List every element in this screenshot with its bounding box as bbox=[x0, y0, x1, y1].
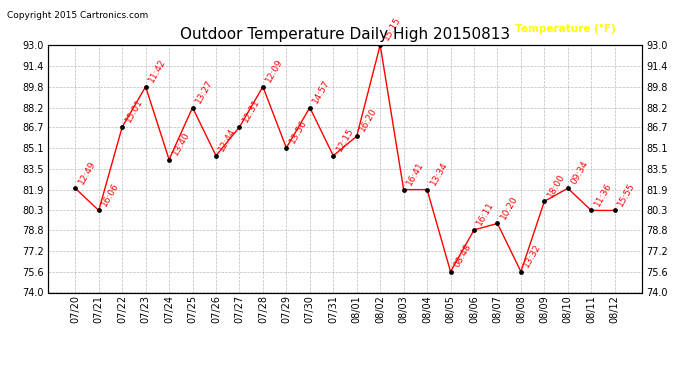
Point bbox=[422, 187, 433, 193]
Point bbox=[304, 105, 315, 111]
Text: 15:01: 15:01 bbox=[124, 98, 144, 124]
Text: 14:57: 14:57 bbox=[311, 78, 332, 105]
Point bbox=[164, 157, 175, 163]
Text: 12:44: 12:44 bbox=[217, 126, 238, 153]
Text: 15:55: 15:55 bbox=[616, 181, 637, 208]
Text: 09:34: 09:34 bbox=[569, 159, 590, 186]
Text: 16:06: 16:06 bbox=[100, 181, 121, 208]
Text: 13:56: 13:56 bbox=[288, 118, 308, 145]
Point bbox=[609, 207, 620, 213]
Point bbox=[328, 153, 339, 159]
Text: Temperature (°F): Temperature (°F) bbox=[515, 24, 616, 34]
Text: 11:36: 11:36 bbox=[593, 181, 613, 208]
Point bbox=[492, 220, 503, 226]
Point bbox=[234, 124, 245, 130]
Point bbox=[398, 187, 409, 193]
Point bbox=[210, 153, 221, 159]
Title: Outdoor Temperature Daily High 20150813: Outdoor Temperature Daily High 20150813 bbox=[180, 27, 510, 42]
Point bbox=[469, 227, 480, 233]
Point bbox=[445, 268, 456, 274]
Point bbox=[351, 133, 362, 139]
Text: 10:20: 10:20 bbox=[499, 194, 520, 220]
Point bbox=[375, 42, 386, 48]
Text: 12:09: 12:09 bbox=[264, 57, 285, 84]
Text: Copyright 2015 Cartronics.com: Copyright 2015 Cartronics.com bbox=[7, 11, 148, 20]
Point bbox=[562, 185, 573, 191]
Text: 15:15: 15:15 bbox=[382, 15, 402, 42]
Text: 12:31: 12:31 bbox=[241, 98, 262, 124]
Point bbox=[539, 198, 550, 204]
Text: 13:32: 13:32 bbox=[522, 242, 543, 269]
Text: 18:00: 18:00 bbox=[546, 172, 566, 198]
Text: 12:15: 12:15 bbox=[335, 126, 355, 153]
Text: 16:11: 16:11 bbox=[475, 200, 496, 227]
Text: 13:40: 13:40 bbox=[170, 130, 191, 157]
Text: 16:20: 16:20 bbox=[358, 106, 379, 134]
Text: 13:34: 13:34 bbox=[428, 160, 449, 187]
Point bbox=[281, 145, 292, 151]
Text: 11:42: 11:42 bbox=[147, 57, 168, 84]
Text: 16:41: 16:41 bbox=[405, 160, 426, 187]
Text: 13:27: 13:27 bbox=[194, 78, 215, 105]
Point bbox=[187, 105, 198, 111]
Text: 08:48: 08:48 bbox=[452, 242, 473, 269]
Point bbox=[586, 207, 597, 213]
Point bbox=[93, 207, 104, 213]
Text: 12:49: 12:49 bbox=[77, 159, 97, 186]
Point bbox=[140, 84, 151, 90]
Point bbox=[257, 84, 268, 90]
Point bbox=[70, 185, 81, 191]
Point bbox=[515, 268, 526, 274]
Point bbox=[117, 124, 128, 130]
